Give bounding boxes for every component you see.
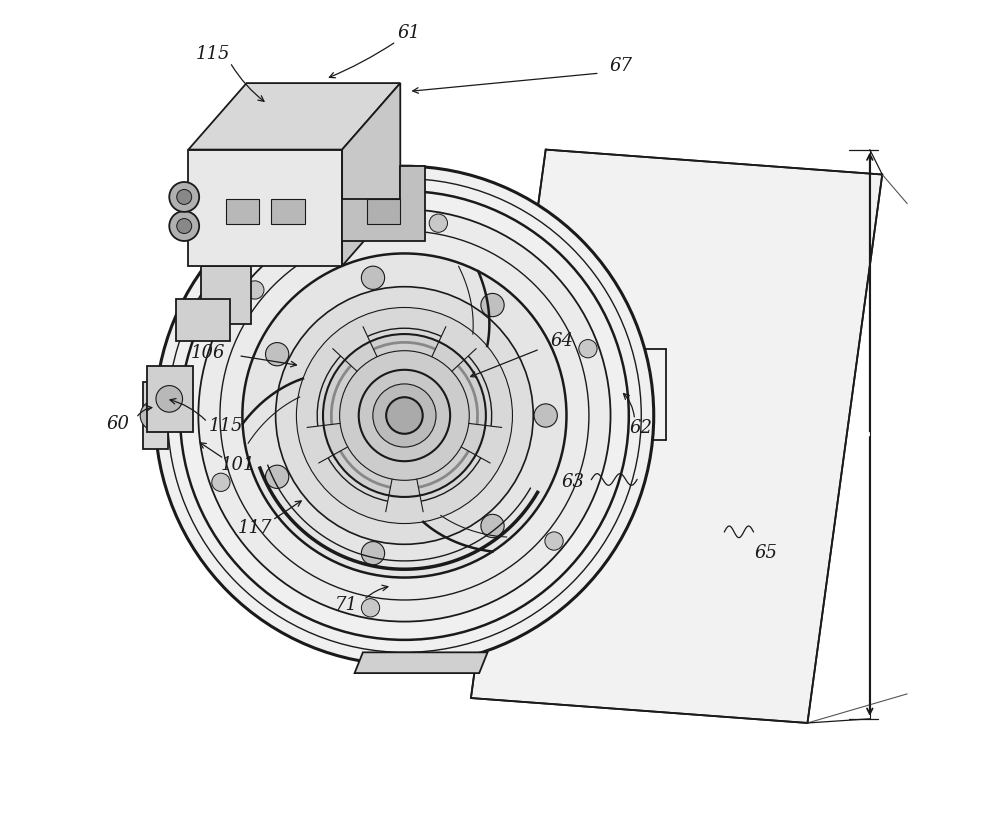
Circle shape bbox=[169, 182, 199, 212]
Circle shape bbox=[198, 209, 611, 622]
Polygon shape bbox=[471, 150, 882, 723]
Circle shape bbox=[177, 219, 192, 234]
Circle shape bbox=[168, 179, 641, 652]
Polygon shape bbox=[271, 199, 305, 224]
Circle shape bbox=[579, 340, 597, 358]
Text: 65: 65 bbox=[754, 543, 777, 562]
Circle shape bbox=[177, 189, 192, 204]
Circle shape bbox=[266, 465, 289, 489]
Circle shape bbox=[242, 253, 566, 578]
Circle shape bbox=[296, 307, 512, 524]
Polygon shape bbox=[342, 166, 425, 241]
Text: 106: 106 bbox=[190, 344, 225, 362]
Text: 64: 64 bbox=[551, 332, 574, 350]
Circle shape bbox=[220, 231, 589, 600]
Text: 117: 117 bbox=[238, 519, 272, 537]
Polygon shape bbox=[176, 299, 230, 341]
Polygon shape bbox=[355, 652, 488, 673]
Circle shape bbox=[429, 214, 447, 233]
Circle shape bbox=[361, 266, 385, 289]
Polygon shape bbox=[226, 199, 259, 224]
Text: 115: 115 bbox=[209, 417, 243, 435]
Circle shape bbox=[373, 384, 436, 447]
Circle shape bbox=[361, 598, 380, 617]
Circle shape bbox=[323, 334, 486, 497]
Text: 115: 115 bbox=[196, 45, 231, 63]
Circle shape bbox=[156, 386, 183, 412]
Text: 60: 60 bbox=[106, 415, 129, 433]
Circle shape bbox=[180, 191, 629, 640]
Polygon shape bbox=[342, 83, 400, 266]
Polygon shape bbox=[147, 366, 193, 432]
Circle shape bbox=[359, 370, 450, 461]
Polygon shape bbox=[188, 150, 342, 266]
Text: 63: 63 bbox=[562, 473, 585, 491]
Circle shape bbox=[212, 473, 230, 491]
Circle shape bbox=[140, 401, 170, 430]
Text: 62: 62 bbox=[630, 419, 653, 437]
Circle shape bbox=[481, 293, 504, 317]
Circle shape bbox=[155, 166, 654, 665]
Circle shape bbox=[481, 514, 504, 538]
Polygon shape bbox=[367, 199, 400, 224]
Circle shape bbox=[361, 542, 385, 565]
Circle shape bbox=[534, 404, 557, 427]
Text: 61: 61 bbox=[397, 24, 420, 42]
Circle shape bbox=[169, 211, 199, 241]
Text: 67: 67 bbox=[609, 57, 632, 76]
Circle shape bbox=[246, 281, 264, 299]
Circle shape bbox=[266, 342, 289, 366]
Circle shape bbox=[276, 287, 533, 544]
Text: 101: 101 bbox=[221, 456, 255, 475]
Circle shape bbox=[340, 351, 469, 480]
Circle shape bbox=[386, 397, 423, 434]
Text: 71: 71 bbox=[335, 596, 358, 614]
Polygon shape bbox=[143, 382, 168, 449]
Polygon shape bbox=[188, 83, 400, 150]
Polygon shape bbox=[201, 266, 251, 324]
Circle shape bbox=[545, 532, 563, 550]
